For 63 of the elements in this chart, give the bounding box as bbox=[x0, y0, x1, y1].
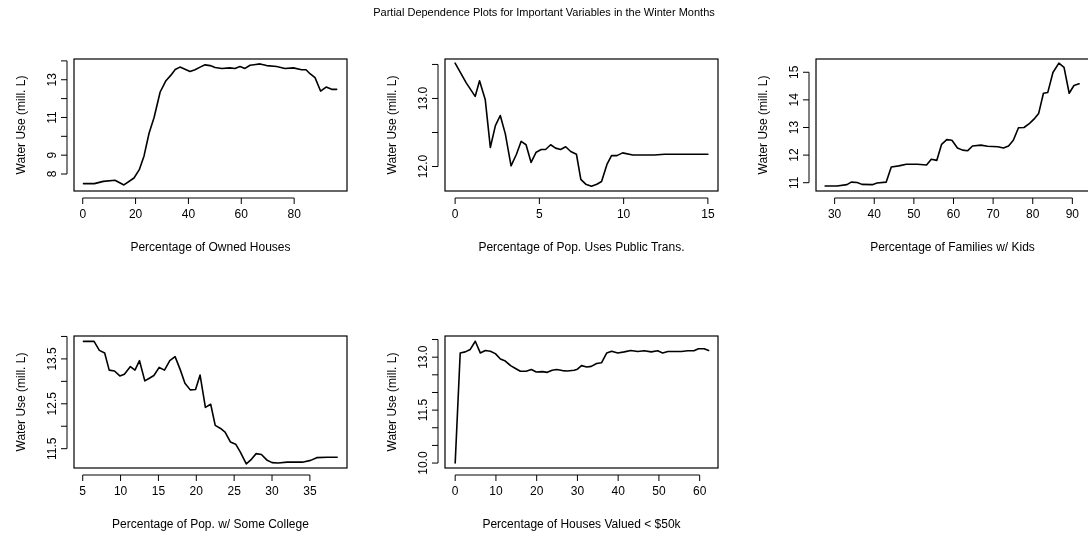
x-tick-label: 40 bbox=[867, 207, 882, 221]
y-axis-title: Water Use (mill. L) bbox=[14, 352, 28, 452]
y-axis-title: Water Use (mill. L) bbox=[385, 75, 399, 175]
y-tick-label: 15 bbox=[787, 65, 801, 79]
y-tick-label: 13 bbox=[45, 72, 59, 87]
x-tick-label: 10 bbox=[113, 484, 128, 498]
x-tick-label: 20 bbox=[128, 207, 143, 221]
line-series bbox=[454, 62, 709, 188]
x-tick-label: 60 bbox=[692, 484, 707, 498]
y-tick-label: 11 bbox=[45, 110, 59, 124]
y-axis-title: Water Use (mill. L) bbox=[14, 75, 28, 175]
x-tick-label: 50 bbox=[652, 484, 666, 498]
x-tick-label: 60 bbox=[234, 207, 249, 221]
x-axis-title: Percentage of Pop. Uses Public Trans. bbox=[478, 240, 685, 254]
x-tick-label: 10 bbox=[489, 484, 503, 498]
y-tick-label: 13 bbox=[787, 120, 801, 135]
x-tick-label: 80 bbox=[287, 207, 302, 221]
x-tick-label: 20 bbox=[530, 484, 544, 498]
x-tick-label: 40 bbox=[611, 484, 626, 498]
x-tick-label: 90 bbox=[1065, 207, 1080, 221]
x-tick-label: 60 bbox=[946, 207, 961, 221]
x-axis-title: Percentage of Owned Houses bbox=[130, 240, 291, 254]
x-tick-label: 25 bbox=[227, 484, 242, 498]
x-tick-label: 0 bbox=[451, 207, 459, 221]
x-tick-label: 5 bbox=[79, 484, 87, 498]
x-tick-label: 0 bbox=[79, 207, 87, 221]
y-tick-label: 12.5 bbox=[45, 391, 59, 416]
x-tick-label: 30 bbox=[827, 207, 842, 221]
x-tick-label: 15 bbox=[701, 207, 715, 221]
y-tick-label: 12.0 bbox=[416, 154, 430, 179]
y-tick-label: 13.0 bbox=[416, 345, 430, 369]
x-tick-label: 70 bbox=[986, 207, 1001, 221]
y-tick-label: 13.5 bbox=[45, 346, 59, 371]
x-axis-title: Percentage of Houses Valued < $50k bbox=[482, 517, 682, 531]
x-tick-label: 80 bbox=[1026, 207, 1040, 221]
line-series bbox=[82, 340, 338, 465]
y-tick-label: 10.0 bbox=[416, 451, 430, 475]
y-tick-label: 11.5 bbox=[45, 437, 59, 460]
x-tick-label: 30 bbox=[265, 484, 280, 498]
chart-title: Partial Dependence Plots for Important Variables in the Winter Months bbox=[373, 6, 716, 18]
x-tick-label: 10 bbox=[616, 207, 631, 221]
x-tick-label: 20 bbox=[189, 484, 204, 498]
x-tick-label: 15 bbox=[151, 484, 166, 498]
x-tick-label: 5 bbox=[536, 207, 544, 221]
y-tick-label: 11.5 bbox=[416, 398, 430, 422]
x-axis-title: Percentage of Families w/ Kids bbox=[870, 240, 1035, 254]
x-tick-label: 0 bbox=[451, 484, 459, 498]
line-series bbox=[824, 62, 1080, 187]
y-tick-label: 11 bbox=[787, 176, 801, 189]
line-series bbox=[82, 63, 338, 186]
y-axis-title: Water Use (mill. L) bbox=[385, 352, 399, 452]
y-tick-label: 13.0 bbox=[416, 86, 430, 111]
x-tick-label: 50 bbox=[907, 207, 921, 221]
x-tick-label: 35 bbox=[303, 484, 317, 498]
x-axis-title: Percentage of Pop. w/ Some College bbox=[112, 517, 310, 531]
y-axis-title: Water Use (mill. L) bbox=[756, 75, 770, 175]
y-tick-label: 12 bbox=[787, 148, 801, 162]
line-series bbox=[454, 340, 710, 464]
x-tick-label: 30 bbox=[570, 484, 585, 498]
y-tick-label: 8 bbox=[45, 170, 59, 178]
y-tick-label: 9 bbox=[45, 151, 59, 159]
y-tick-label: 14 bbox=[787, 92, 801, 107]
x-tick-label: 40 bbox=[181, 207, 196, 221]
